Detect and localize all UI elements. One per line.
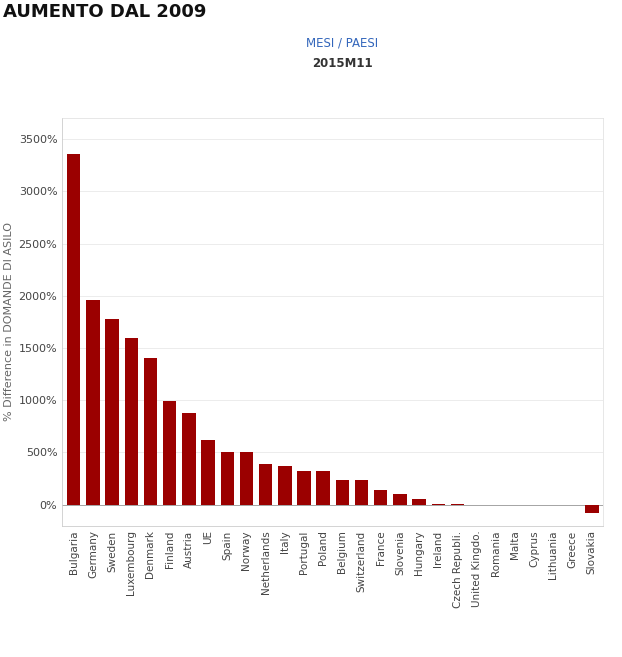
Bar	[317, 471, 330, 505]
Bar	[374, 490, 388, 505]
Bar	[585, 505, 598, 513]
Y-axis label: % Difference in DOMANDE DI ASILO: % Difference in DOMANDE DI ASILO	[4, 223, 14, 421]
Text: 2015M11: 2015M11	[312, 57, 373, 70]
Bar	[124, 338, 138, 505]
Bar	[105, 319, 119, 505]
Bar	[432, 504, 445, 505]
Bar	[239, 452, 253, 505]
Bar	[278, 466, 292, 505]
Bar	[297, 471, 311, 505]
Bar	[163, 401, 177, 505]
Bar	[144, 359, 157, 505]
Text: MESI / PAESI: MESI / PAESI	[306, 36, 378, 49]
Bar	[259, 464, 272, 505]
Bar	[67, 154, 80, 505]
Bar	[336, 480, 349, 505]
Bar	[412, 499, 426, 505]
Bar	[393, 494, 407, 505]
Bar	[202, 440, 215, 505]
Bar	[221, 452, 234, 505]
Bar	[182, 413, 195, 505]
Text: AUMENTO DAL 2009: AUMENTO DAL 2009	[3, 3, 207, 21]
Bar	[86, 300, 100, 505]
Bar	[355, 480, 368, 505]
